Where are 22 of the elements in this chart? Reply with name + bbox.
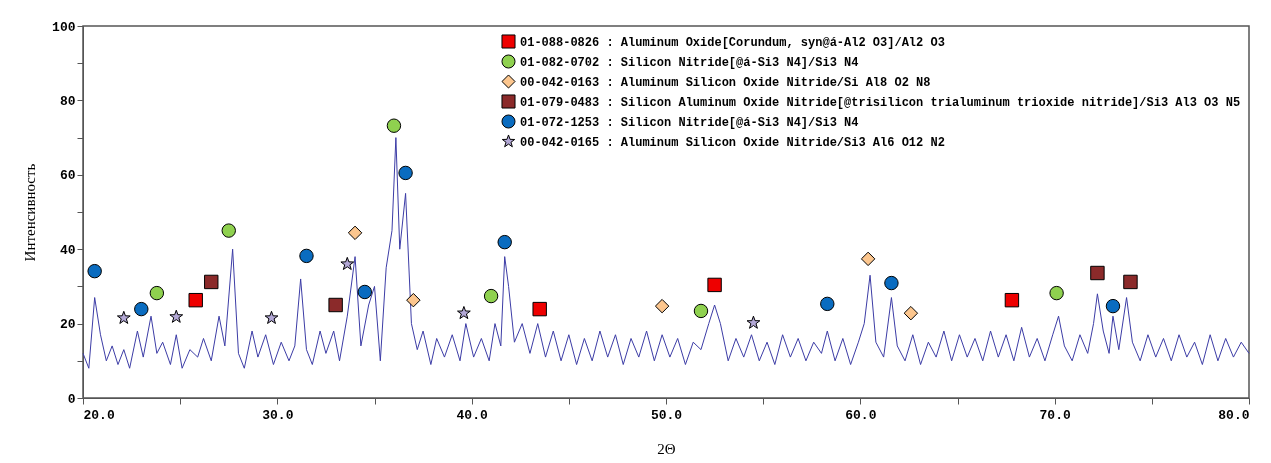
x-tick-label: 30.0	[262, 407, 294, 423]
legend-label: 00-042-0165 : Aluminum Silicon Oxide Nitride/Si3 Al6 O12 N2	[520, 135, 945, 150]
y-tick-label: 40	[59, 242, 76, 258]
y-tick-label: 60	[59, 168, 76, 184]
x-tick-label: 70.0	[1039, 407, 1071, 423]
legend-label: 01-082-0702 : Silicon Nitride[@á-Si3 N4]/Si3 N4	[520, 55, 859, 70]
y-tick-label: 20	[59, 317, 76, 333]
legend-label: 01-079-0483 : Silicon Aluminum Oxide Nitride[@trisilicon trialuminum trioxide nitride]/Si3 Al3 O3 N5	[520, 95, 1241, 110]
x-axis-title: 2Θ	[657, 440, 676, 457]
legend-label: 01-088-0826 : Aluminum Oxide[Corundum, syn@á-Al2 O3]/Al2 O3	[520, 35, 945, 50]
x-tick-label: 40.0	[456, 407, 488, 423]
legend-label: 00-042-0163 : Aluminum Silicon Oxide Nitride/Si Al8 O2 N8	[520, 75, 931, 90]
x-tick-label: 80.0	[1218, 407, 1250, 423]
y-axis-title: Интенсивность	[22, 163, 39, 262]
x-tick-label: 50.0	[650, 407, 683, 423]
line-series	[82, 137, 1250, 369]
y-tick-label: 80	[59, 93, 76, 109]
x-tick-label: 60.0	[845, 407, 877, 423]
x-tick-label: 20.0	[83, 407, 115, 423]
legend-label: 01-072-1253 : Silicon Nitride[@á-Si3 N4]/Si3 N4	[520, 115, 859, 130]
y-tick-label: 0	[67, 391, 76, 407]
y-tick-label: 100	[52, 19, 76, 35]
